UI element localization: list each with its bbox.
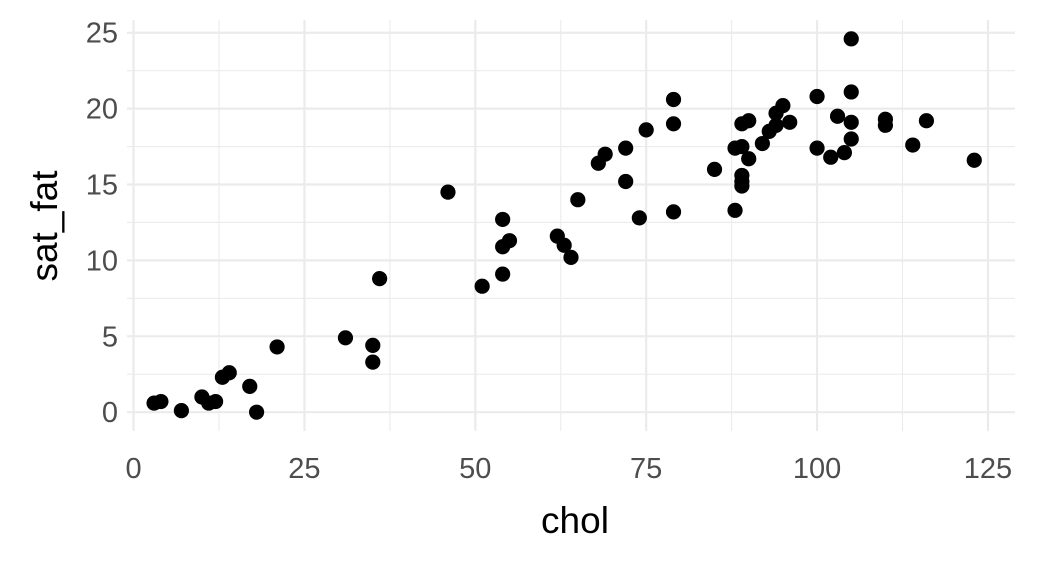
data-point <box>221 365 237 381</box>
data-point <box>570 192 586 208</box>
y-tick-label: 10 <box>86 245 118 277</box>
data-point <box>665 116 682 132</box>
data-point <box>829 108 846 124</box>
y-tick-label: 0 <box>102 397 118 429</box>
data-point <box>727 202 743 218</box>
data-point <box>809 140 825 156</box>
data-point <box>734 178 750 194</box>
data-point <box>905 137 921 153</box>
minor-gridlines <box>127 20 1015 431</box>
x-tick-label: 100 <box>793 453 841 485</box>
data-point <box>242 378 258 394</box>
data-point <box>173 403 190 419</box>
data-point <box>365 354 381 370</box>
data-point <box>918 113 935 129</box>
data-point <box>495 266 511 282</box>
data-point <box>631 210 647 226</box>
data-point <box>741 113 757 129</box>
data-point <box>638 122 654 138</box>
data-point <box>563 249 579 265</box>
data-point <box>618 173 634 190</box>
data-point <box>734 138 750 155</box>
data-point <box>501 233 518 249</box>
data-point <box>843 114 859 130</box>
x-tick-label: 50 <box>459 453 491 485</box>
data-point <box>782 114 798 130</box>
data-point <box>474 278 490 294</box>
data-point <box>836 145 852 161</box>
data-point <box>556 237 572 253</box>
y-tick-label: 5 <box>102 321 118 353</box>
data-point <box>754 135 770 152</box>
data-point <box>665 204 682 220</box>
data-point <box>843 131 859 147</box>
data-point <box>706 161 723 177</box>
data-point <box>207 393 224 410</box>
data-point <box>809 88 825 105</box>
data-point <box>966 152 982 168</box>
y-axis-title: sat_fat <box>24 170 65 282</box>
data-point <box>440 184 456 200</box>
data-point <box>775 97 791 114</box>
data-point <box>823 149 839 165</box>
x-tick-label: 75 <box>630 453 662 485</box>
data-point <box>495 211 511 228</box>
data-point <box>153 393 169 410</box>
data-point <box>337 330 354 346</box>
x-tick-label: 0 <box>125 453 141 485</box>
data-point <box>269 339 285 355</box>
x-tick-label: 25 <box>288 453 320 485</box>
y-axis-tick-labels: 0 5 10 15 20 25 <box>86 18 118 429</box>
data-points <box>146 31 982 420</box>
data-point <box>877 117 894 133</box>
data-point <box>248 404 265 420</box>
data-point <box>665 91 682 108</box>
y-tick-label: 20 <box>86 94 118 126</box>
y-tick-label: 15 <box>86 170 118 202</box>
data-point <box>741 151 757 167</box>
data-point <box>843 31 859 47</box>
data-point <box>597 146 613 162</box>
data-point <box>618 140 634 156</box>
data-point <box>768 117 784 133</box>
x-axis-title: chol <box>541 500 609 541</box>
data-point <box>365 337 381 354</box>
y-tick-label: 25 <box>86 18 118 50</box>
major-gridlines <box>127 20 1015 431</box>
data-point <box>372 271 388 287</box>
x-tick-label: 125 <box>964 453 1012 485</box>
x-axis-tick-labels: 0 25 50 75 100 125 <box>125 453 1012 485</box>
data-point <box>843 84 859 100</box>
